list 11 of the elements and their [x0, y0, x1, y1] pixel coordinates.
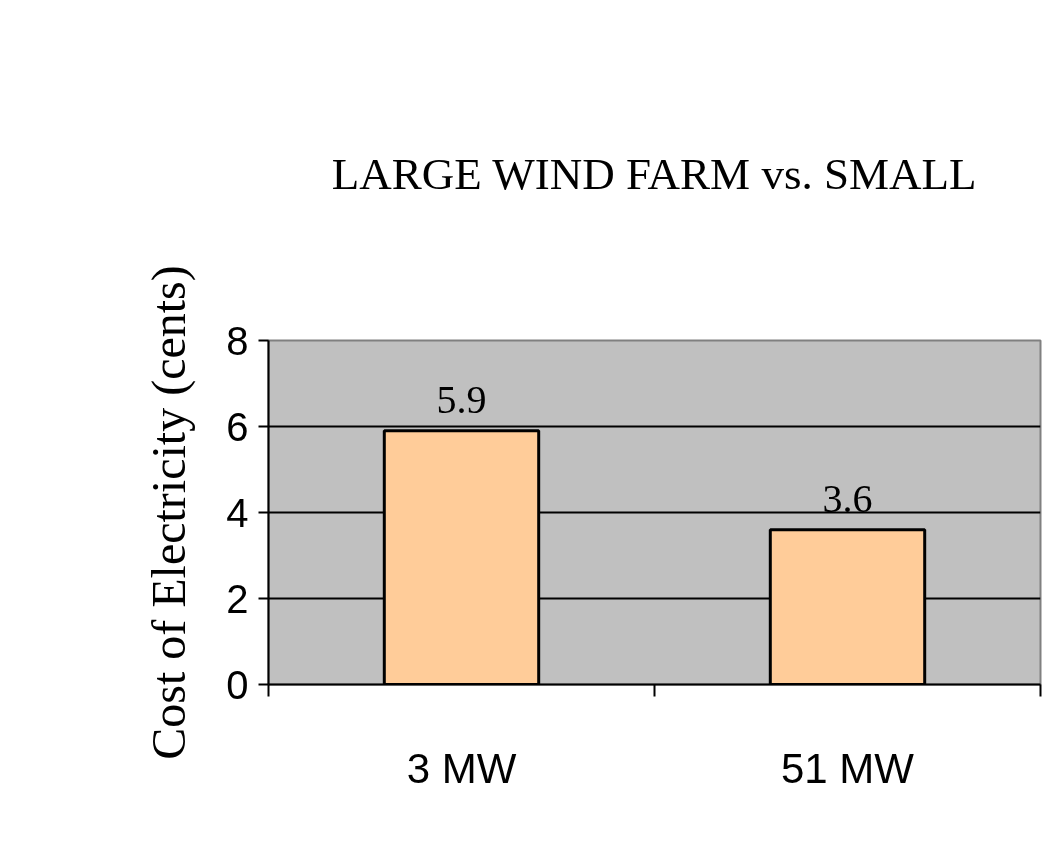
chart-title: LARGE WIND FARM vs. SMALL: [331, 148, 977, 199]
x-tick-label: 3 MW: [406, 744, 517, 792]
y-tick-label: 6: [226, 404, 249, 449]
data-label: 3.6: [822, 475, 873, 521]
y-tick-label: 8: [226, 318, 249, 363]
y-tick-label: 4: [226, 490, 249, 535]
x-tick-label: 51 MW: [780, 744, 915, 792]
y-tick-label: 0: [226, 662, 249, 707]
y-axis-title: Cost of Electricity (cents): [142, 265, 197, 760]
data-label: 5.9: [436, 376, 487, 422]
y-tick-label: 2: [226, 576, 249, 621]
